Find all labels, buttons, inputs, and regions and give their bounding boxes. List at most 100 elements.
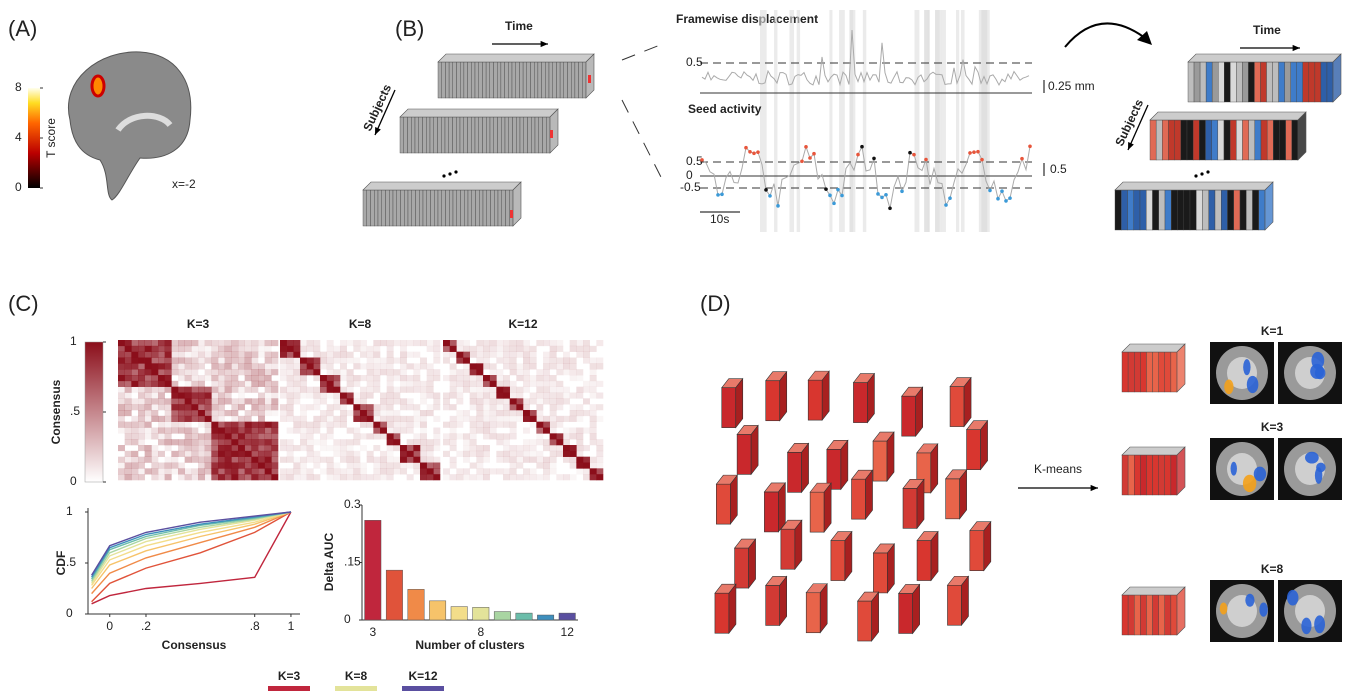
heatmap-cell — [125, 468, 132, 474]
box-side — [1177, 447, 1185, 495]
heatmap-cell — [596, 445, 603, 451]
heatmap-cell — [231, 474, 238, 480]
heatmap-cell — [158, 340, 165, 346]
stripe — [490, 117, 494, 153]
heatmap-cell — [245, 398, 252, 404]
heatmap-cell — [313, 358, 320, 364]
heatmap-cell — [530, 422, 537, 428]
heatmap-cell — [413, 352, 420, 358]
stripe — [1162, 120, 1168, 160]
heatmap-cell — [245, 363, 252, 369]
heatmap-cell — [420, 457, 427, 463]
stripe — [1199, 120, 1205, 160]
heatmap-cell — [125, 346, 132, 352]
heatmap-cell — [280, 346, 287, 352]
heatmap-cell — [496, 358, 503, 364]
heatmap-cell — [225, 352, 232, 358]
stripe — [1165, 455, 1171, 495]
seed-point — [1020, 157, 1024, 161]
stripe — [516, 117, 520, 153]
heatmap-cell — [151, 404, 158, 410]
heatmap-cell — [407, 404, 414, 410]
heatmap-cell — [503, 457, 510, 463]
y-tick-label: 0 — [66, 606, 73, 620]
heatmap-cell — [293, 375, 300, 381]
heatmap-cell — [450, 387, 457, 393]
heatmap-cell — [327, 393, 334, 399]
heatmap-cell — [211, 375, 218, 381]
heatmap-cell — [327, 457, 334, 463]
colorbar-tick: 0 — [70, 474, 77, 488]
heatmap-cell — [407, 387, 414, 393]
heatmap-cell — [258, 439, 265, 445]
stripe — [1218, 120, 1224, 160]
stripe — [502, 190, 506, 226]
heatmap-cell — [496, 468, 503, 474]
heatmap-cell — [570, 363, 577, 369]
heatmap-cell — [211, 358, 218, 364]
heatmap-cell — [476, 445, 483, 451]
heatmap-cell — [590, 463, 597, 469]
heatmap-cell — [420, 340, 427, 346]
heatmap-cell — [550, 451, 557, 457]
heatmap-cell — [151, 393, 158, 399]
heatmap-cell — [470, 445, 477, 451]
heatmap-cell — [433, 358, 440, 364]
heatmap-cell — [300, 463, 307, 469]
heatmap-cell — [300, 358, 307, 364]
heatmap-cell — [550, 463, 557, 469]
heatmap-cell — [367, 363, 374, 369]
heatmap-cell — [503, 340, 510, 346]
stripe — [479, 117, 483, 153]
heatmap-cell — [407, 451, 414, 457]
heatmap-cell — [360, 416, 367, 422]
heatmap-cell — [360, 352, 367, 358]
heatmap-cell — [271, 404, 278, 410]
heatmap-cell — [373, 352, 380, 358]
stripe — [475, 62, 479, 98]
censor-band — [789, 10, 794, 232]
stripe — [546, 117, 550, 153]
activation-blob — [1243, 475, 1256, 492]
heatmap-cell — [313, 340, 320, 346]
heatmap-cell — [470, 393, 477, 399]
stripe — [408, 117, 412, 153]
heatmap-cell — [413, 433, 420, 439]
heatmap-cell — [523, 381, 530, 387]
stripe — [449, 62, 453, 98]
heatmap-cell — [191, 393, 198, 399]
heatmap-cell — [407, 445, 414, 451]
stripe — [568, 62, 572, 98]
heatmap-cell — [178, 451, 185, 457]
heatmap-cell — [347, 410, 354, 416]
heatmap-cell — [583, 428, 590, 434]
heatmap-cell — [165, 410, 172, 416]
heatmap-cell — [198, 468, 205, 474]
heatmap-cell — [333, 352, 340, 358]
heatmap-cell — [258, 393, 265, 399]
heatmap-cell — [503, 358, 510, 364]
stripe — [486, 62, 490, 98]
seed-point — [988, 189, 992, 193]
heatmap-cell — [271, 387, 278, 393]
heatmap-cell — [407, 352, 414, 358]
heatmap-cell — [151, 428, 158, 434]
heatmap-cell — [503, 398, 510, 404]
heatmap-cell — [327, 387, 334, 393]
heatmap-cell — [327, 346, 334, 352]
heatmap-cell — [443, 433, 450, 439]
heatmap-cell — [510, 358, 517, 364]
heatmap-cell — [400, 468, 407, 474]
heatmap-cell — [590, 439, 597, 445]
activation-blob — [1247, 376, 1259, 393]
heatmap-cell — [450, 439, 457, 445]
heatmap-cell — [530, 457, 537, 463]
heatmap-cell — [393, 428, 400, 434]
heatmap-cell — [218, 398, 225, 404]
heatmap-cell — [293, 422, 300, 428]
heatmap-cell — [543, 381, 550, 387]
heatmap-cell — [576, 463, 583, 469]
x-tick-label: 1 — [288, 619, 295, 633]
heatmap-cell — [205, 457, 212, 463]
heatmap-cell — [380, 393, 387, 399]
